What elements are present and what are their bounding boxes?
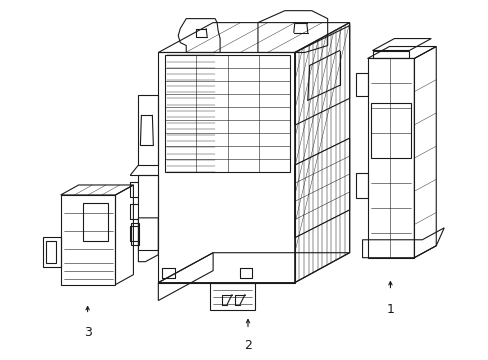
Text: 3: 3 [83, 327, 91, 339]
Bar [82, 203, 107, 241]
Bar [46, 241, 56, 263]
Bar [370, 103, 410, 158]
Bar [367, 58, 413, 258]
Text: 1: 1 [386, 302, 393, 315]
Text: 2: 2 [244, 339, 251, 352]
Bar [131, 223, 139, 245]
Bar [372, 50, 408, 58]
Bar [165, 55, 289, 172]
Bar [210, 283, 254, 310]
Bar [61, 195, 115, 285]
